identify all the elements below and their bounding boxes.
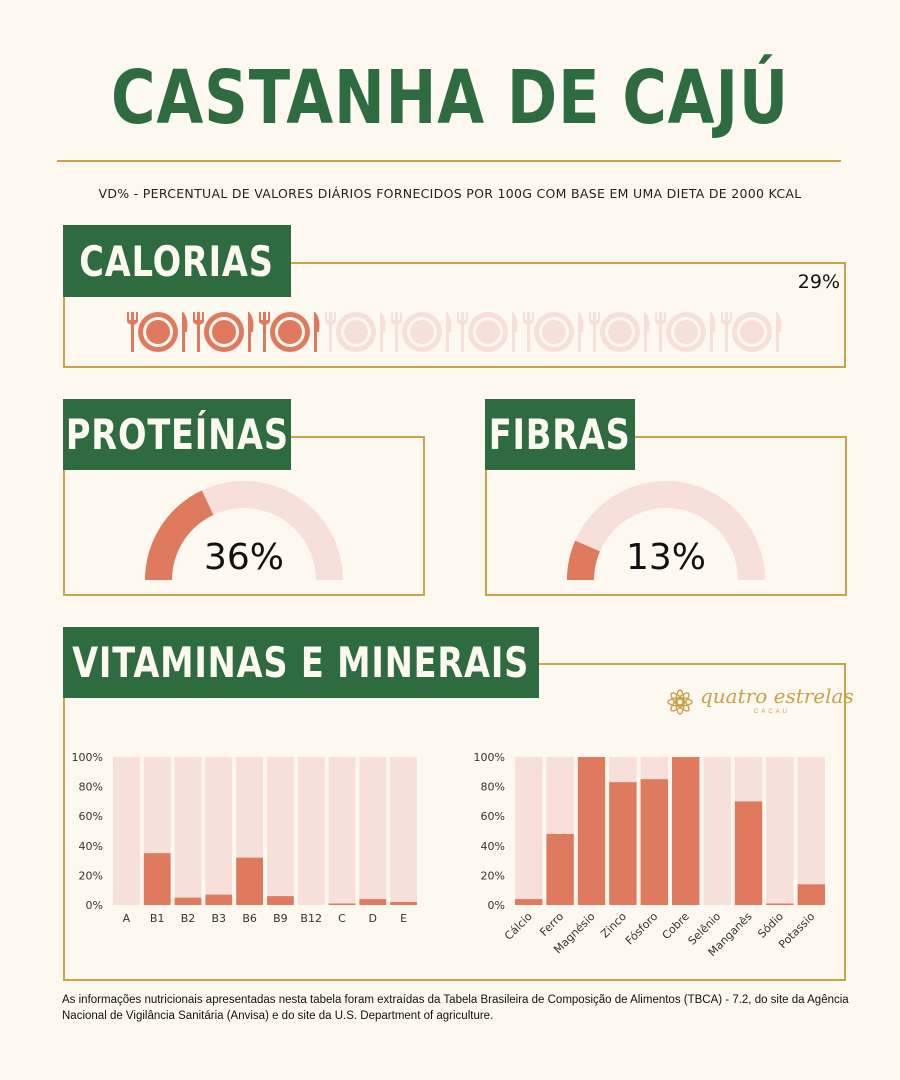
fibras-label: FIBRAS	[485, 399, 635, 470]
proteinas-gauge	[145, 481, 343, 580]
y-tick-label: 80%	[481, 781, 505, 794]
bar	[577, 757, 606, 905]
logo-text: quatro estrelas	[700, 684, 854, 708]
x-tick-label: B1	[150, 912, 165, 925]
bar	[640, 779, 668, 905]
proteinas-gauge-fill	[145, 490, 214, 580]
bar	[359, 899, 387, 905]
plate-icon	[457, 312, 518, 352]
calorias-icons	[127, 312, 782, 352]
logo-subtext: CACAU	[754, 709, 791, 715]
y-tick-label: 100%	[474, 751, 505, 764]
bar	[766, 903, 794, 905]
x-tick-label: A	[123, 912, 131, 925]
vitaminas-label: VITAMINAS E MINERAIS	[63, 627, 539, 698]
star-flower-icon	[667, 689, 693, 715]
fibras-panel	[485, 436, 847, 596]
bar	[546, 833, 574, 905]
bar-background	[703, 757, 731, 905]
bar-background	[205, 757, 233, 905]
bar	[515, 899, 543, 905]
bar-background	[390, 757, 417, 905]
page-subtitle: VD% - PERCENTUAL DE VALORES DIÁRIOS FORN…	[98, 186, 802, 201]
x-tick-label: E	[400, 912, 407, 925]
x-tick-label: D	[369, 912, 377, 925]
y-tick-label: 100%	[72, 751, 103, 764]
bar	[609, 782, 637, 905]
proteinas-label: PROTEÍNAS	[63, 399, 291, 470]
plate-icon	[655, 312, 716, 352]
bar	[143, 853, 171, 905]
bar-background	[267, 757, 294, 905]
plate-icon	[193, 312, 254, 352]
x-tick-label: Ferro	[537, 910, 566, 939]
x-tick-label: B3	[212, 912, 227, 925]
bar-background	[174, 757, 202, 905]
x-tick-label: C	[338, 912, 346, 925]
y-tick-label: 40%	[79, 840, 103, 853]
calorias-panel	[63, 262, 846, 368]
bar	[174, 897, 202, 905]
bar	[236, 857, 263, 905]
y-tick-label: 0%	[488, 899, 505, 912]
x-tick-label: Cálcio	[502, 910, 535, 943]
calorias-label: CALORIAS	[63, 225, 291, 297]
brand-logo: quatro estrelas CACAU	[664, 684, 854, 720]
bar-background	[113, 757, 140, 905]
plate-icon	[523, 312, 584, 352]
plate-icon	[589, 312, 650, 352]
fibras-gauge-track	[567, 481, 765, 580]
bar-background	[766, 757, 794, 905]
fibras-gauge-fill	[567, 540, 600, 580]
bar-background	[515, 757, 543, 905]
plate-icon	[259, 312, 320, 352]
x-tick-label: B9	[273, 912, 288, 925]
bar-background	[328, 757, 356, 905]
y-tick-label: 80%	[79, 781, 103, 794]
bar	[267, 896, 294, 905]
y-tick-label: 60%	[481, 810, 505, 823]
plate-icon	[721, 312, 782, 352]
bar	[734, 801, 763, 905]
y-tick-label: 20%	[79, 869, 103, 882]
plate-icon	[391, 312, 452, 352]
y-tick-label: 60%	[79, 810, 103, 823]
bar-background	[359, 757, 387, 905]
x-tick-label: B2	[181, 912, 196, 925]
y-tick-label: 20%	[481, 869, 505, 882]
x-tick-label: B6	[242, 912, 257, 925]
bar	[797, 884, 825, 905]
x-tick-label: B12	[300, 912, 322, 925]
vitaminas-bar-chart: 100% 80% 60% 40% 20% 0% A B1 B2 B3 B6 B9 B12 C D E	[72, 751, 417, 925]
bar	[390, 902, 417, 905]
fibras-gauge	[567, 481, 765, 580]
source-footnote: As informações nutricionais apresentadas…	[62, 994, 849, 1022]
fibras-percent: 13%	[625, 537, 706, 578]
y-tick-label: 40%	[481, 840, 505, 853]
plate-icon	[127, 312, 188, 352]
bar	[672, 757, 700, 905]
bar-background	[797, 757, 825, 905]
x-tick-label: Fósforo	[623, 910, 661, 948]
y-tick-label: 0%	[86, 899, 103, 912]
bar-background	[297, 757, 325, 905]
proteinas-percent: 36%	[203, 537, 284, 578]
title-divider	[57, 160, 841, 162]
plate-icon	[325, 312, 386, 352]
bar	[205, 894, 233, 905]
calorias-percent: 29%	[797, 271, 840, 293]
bar	[328, 903, 356, 905]
page-title: CASTANHA DE CAJÚ	[111, 55, 789, 141]
